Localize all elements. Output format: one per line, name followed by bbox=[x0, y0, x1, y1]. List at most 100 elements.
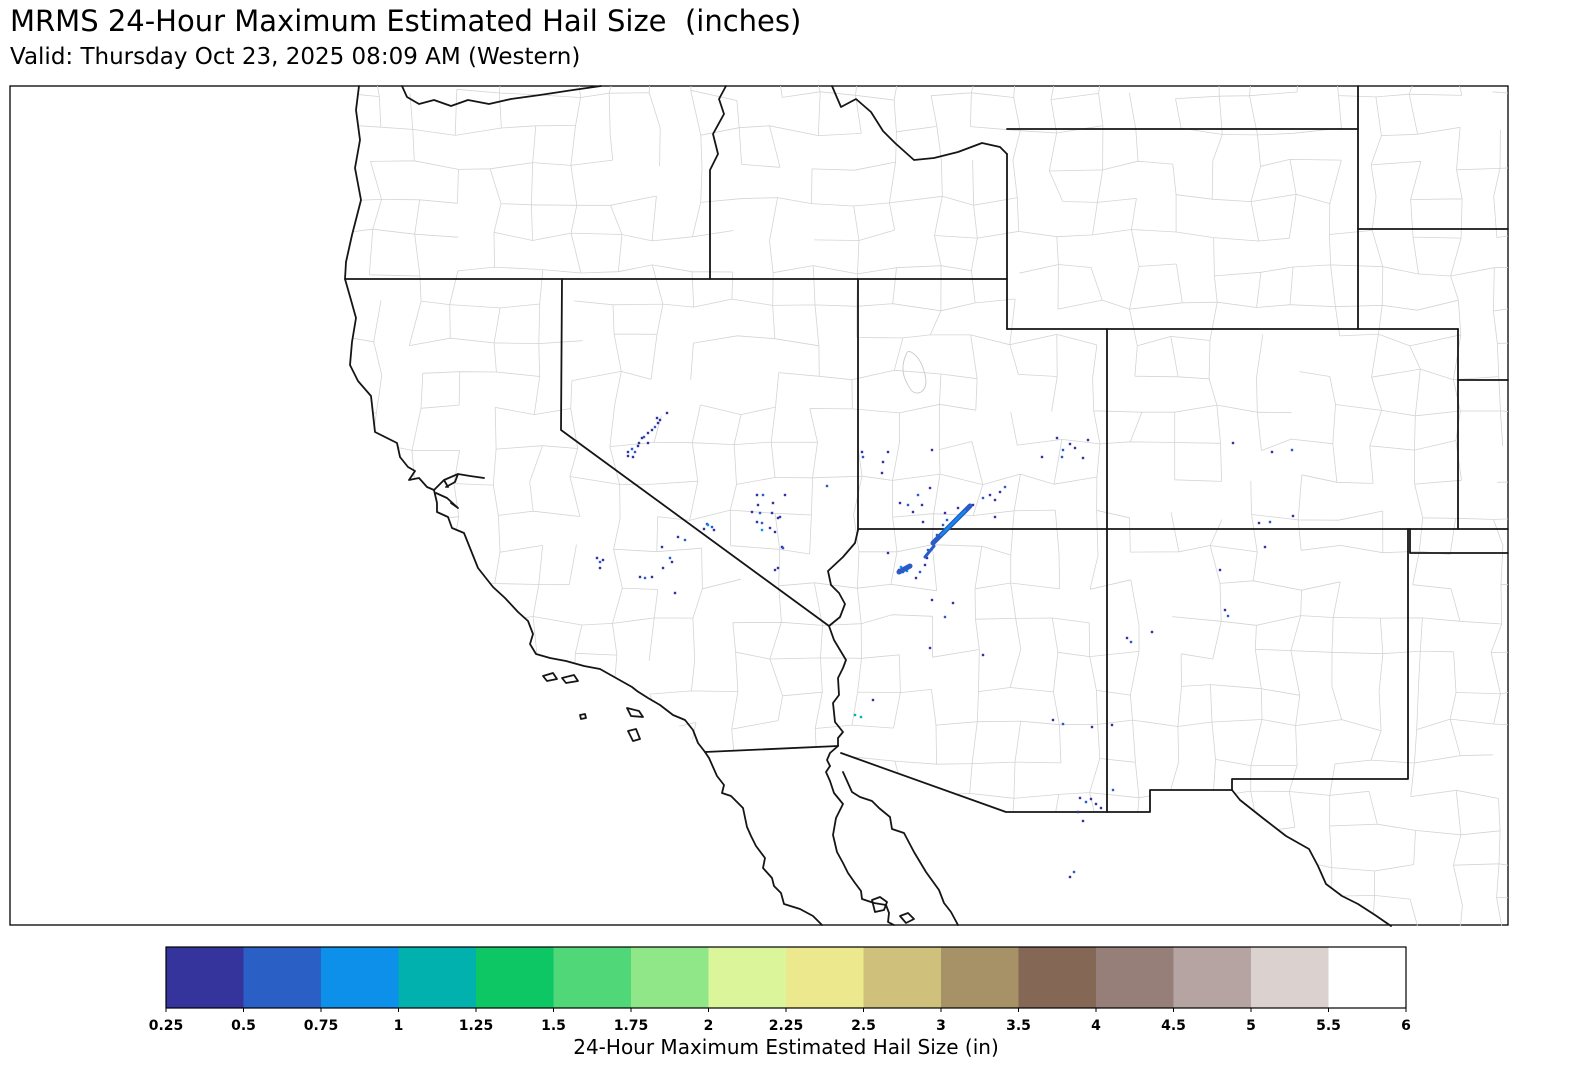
colorbar-tick-label: 1.25 bbox=[459, 1018, 494, 1034]
hail-point bbox=[712, 528, 716, 532]
colorbar-cell bbox=[1328, 947, 1407, 1008]
hail-point bbox=[761, 493, 765, 497]
hail-point bbox=[1094, 802, 1098, 806]
hail-point bbox=[781, 546, 785, 550]
colorbar-cell bbox=[1096, 947, 1174, 1008]
hail-point bbox=[860, 450, 864, 454]
hail-point bbox=[598, 566, 602, 570]
hail-point bbox=[899, 565, 903, 569]
colorbar-tick-label: 2.5 bbox=[851, 1018, 876, 1034]
hail-point bbox=[859, 715, 863, 719]
hail-point bbox=[755, 520, 759, 524]
hail-point bbox=[1290, 448, 1294, 452]
hail-point bbox=[626, 454, 630, 458]
hail-point bbox=[676, 535, 680, 539]
hail-point bbox=[771, 501, 775, 505]
hail-point bbox=[598, 560, 602, 564]
state-boundaries bbox=[344, 85, 1509, 927]
hail-point bbox=[941, 523, 945, 527]
hail-point bbox=[646, 431, 650, 435]
hail-point bbox=[655, 416, 659, 420]
hail-point bbox=[993, 498, 997, 502]
colorbar-cell bbox=[166, 947, 244, 1008]
hail-point bbox=[760, 528, 764, 532]
colorbar-cell bbox=[1173, 947, 1252, 1008]
colorbar-cell bbox=[1251, 947, 1329, 1008]
colorbar-tick-label: 0.5 bbox=[231, 1018, 256, 1034]
colorbar-cell bbox=[631, 947, 709, 1008]
colorbar-tick-label: 4.5 bbox=[1161, 1018, 1186, 1034]
hail-point bbox=[710, 525, 714, 529]
hail-point bbox=[658, 418, 662, 422]
hail-point bbox=[1061, 448, 1065, 452]
hail-point bbox=[1072, 870, 1076, 874]
hail-point bbox=[921, 520, 925, 524]
hail-point bbox=[920, 503, 924, 507]
hail-point bbox=[653, 425, 657, 429]
hail-point bbox=[770, 511, 774, 515]
hail-point bbox=[640, 436, 644, 440]
hail-point bbox=[886, 551, 890, 555]
great-salt-lake-outline bbox=[902, 350, 927, 394]
map-title: MRMS 24-Hour Maximum Estimated Hail Size… bbox=[10, 4, 802, 38]
hail-point bbox=[1068, 875, 1072, 879]
hail-point bbox=[668, 556, 672, 560]
hail-point bbox=[956, 506, 960, 510]
hail-point bbox=[926, 548, 930, 552]
hail-point bbox=[1291, 514, 1295, 518]
hail-point bbox=[1129, 640, 1133, 644]
hail-point bbox=[1270, 450, 1274, 454]
hail-streak bbox=[923, 544, 936, 559]
hail-point bbox=[1068, 442, 1072, 446]
hail-point bbox=[1061, 722, 1065, 726]
hail-point bbox=[638, 575, 642, 579]
hail-point bbox=[1060, 455, 1064, 459]
hail-point bbox=[925, 556, 929, 560]
colorbar-tick-label: 3.5 bbox=[1006, 1018, 1031, 1034]
colorbar-tick-label: 2.25 bbox=[769, 1018, 804, 1034]
hail-point bbox=[760, 521, 764, 525]
hail-point bbox=[1110, 723, 1114, 727]
hail-point bbox=[637, 441, 641, 445]
hail-point bbox=[683, 538, 687, 542]
hail-point bbox=[783, 493, 787, 497]
hail-point bbox=[930, 448, 934, 452]
colorbar-axis-label: 24-Hour Maximum Estimated Hail Size (in) bbox=[573, 1035, 999, 1059]
hail-point bbox=[626, 450, 630, 454]
colorbar-cell bbox=[1018, 947, 1097, 1008]
colorbar-tick-label: 6 bbox=[1401, 1018, 1411, 1034]
hail-point bbox=[906, 503, 910, 507]
colorbar-cell bbox=[863, 947, 942, 1008]
hail-point bbox=[951, 601, 955, 605]
hail-streak bbox=[896, 563, 913, 575]
hail-point bbox=[643, 576, 647, 580]
hail-point bbox=[1150, 630, 1154, 634]
hail-point bbox=[630, 447, 634, 451]
hail-point bbox=[706, 523, 710, 527]
hail-point bbox=[993, 515, 997, 519]
colorbar-tick-label: 2 bbox=[704, 1018, 714, 1034]
hail-point bbox=[1084, 800, 1088, 804]
hail-point bbox=[773, 568, 777, 572]
hail-point bbox=[1218, 568, 1222, 572]
hail-point bbox=[1223, 608, 1227, 612]
hail-point bbox=[1076, 810, 1080, 814]
hail-point bbox=[1003, 485, 1007, 489]
hail-point bbox=[923, 563, 927, 567]
hail-point bbox=[750, 510, 754, 514]
hail-point bbox=[595, 556, 599, 560]
colorbar-cell bbox=[243, 947, 322, 1008]
hail-point bbox=[945, 518, 949, 522]
hail-point bbox=[918, 570, 922, 574]
hail-point bbox=[988, 493, 992, 497]
hail-point bbox=[1055, 436, 1059, 440]
hail-point bbox=[633, 450, 637, 454]
map-subtitle: Valid: Thursday Oct 23, 2025 08:09 AM (W… bbox=[10, 44, 581, 70]
hail-streak bbox=[940, 510, 966, 536]
hail-point bbox=[911, 510, 915, 514]
hail-point bbox=[778, 515, 782, 519]
hail-point bbox=[825, 484, 829, 488]
colorbar-tick-label: 5.5 bbox=[1316, 1018, 1341, 1034]
hail-point bbox=[665, 411, 669, 415]
hail-point bbox=[1051, 718, 1055, 722]
